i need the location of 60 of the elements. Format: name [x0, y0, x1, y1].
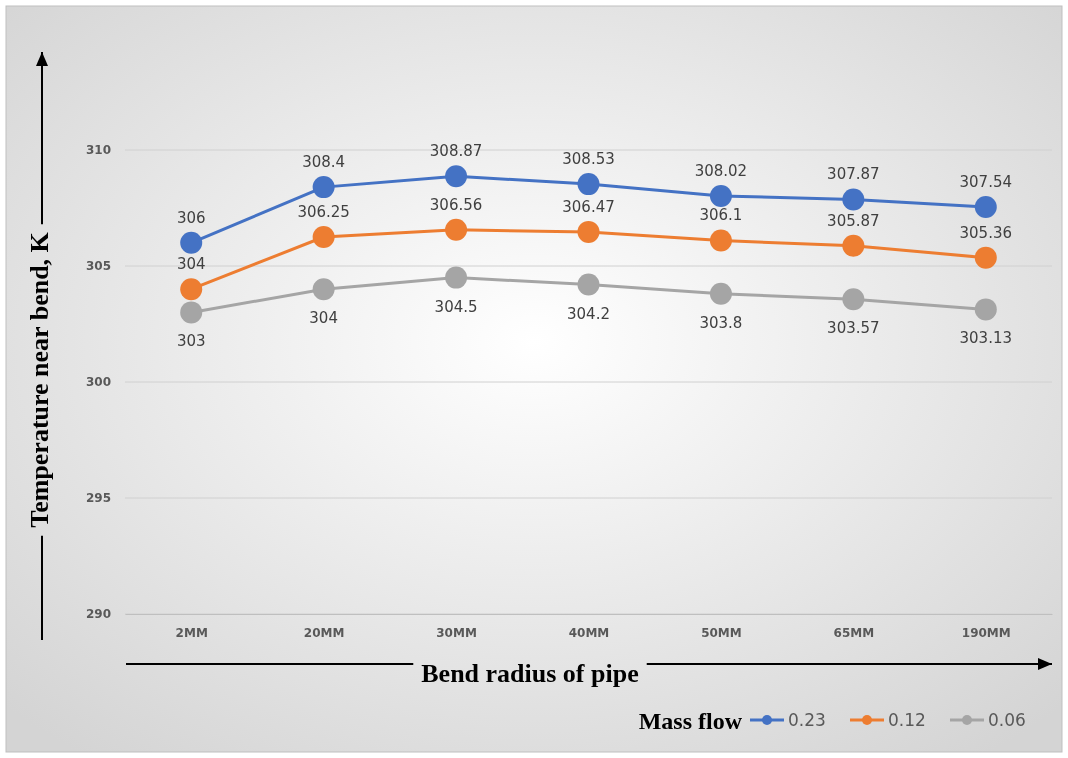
point	[312, 226, 335, 248]
x-tick-label: 65MM	[833, 625, 875, 640]
data-label: 305.36	[959, 223, 1013, 242]
y-axis-title: Temperature near bend, K	[25, 231, 54, 528]
data-label: 304.2	[567, 304, 610, 323]
y-tick-label: 295	[85, 491, 111, 506]
point	[445, 165, 468, 188]
data-label: 306	[176, 208, 206, 227]
y-tick-label: 300	[85, 375, 111, 390]
data-label: 303	[176, 332, 206, 351]
legend-title: Mass flow	[638, 708, 743, 734]
data-label: 307.54	[959, 173, 1013, 192]
y-tick-label: 305	[85, 259, 111, 274]
point	[709, 229, 732, 252]
legend-label: 0.06	[988, 710, 1026, 730]
data-label: 306.56	[429, 195, 483, 214]
x-tick-label: 2MM	[175, 625, 208, 640]
data-label: 304	[309, 309, 338, 328]
data-label: 307.87	[827, 165, 880, 184]
data-label: 303.57	[827, 319, 880, 338]
point	[445, 218, 468, 241]
data-label: 304	[176, 255, 206, 274]
data-label: 308.53	[562, 150, 615, 169]
point	[312, 278, 335, 301]
x-tick-label: 40MM	[568, 625, 610, 640]
legend-label: 0.23	[788, 710, 826, 730]
point	[709, 184, 732, 207]
y-tick-label: 310	[85, 143, 111, 158]
point	[577, 273, 600, 296]
data-label: 306.25	[297, 203, 350, 221]
y-tick-label: 290	[85, 607, 111, 622]
x-tick-label: 50MM	[701, 625, 742, 640]
data-label: 308.02	[694, 161, 748, 180]
data-label: 305.87	[827, 211, 880, 230]
x-tick-label: 190MM	[961, 625, 1011, 640]
data-label: 304.5	[434, 297, 478, 316]
data-label: 306.1	[699, 206, 743, 225]
point	[842, 188, 865, 211]
point	[180, 231, 203, 254]
point	[577, 173, 600, 196]
point	[180, 278, 203, 301]
point	[974, 196, 997, 219]
point	[312, 176, 335, 199]
x-tick-label: 20MM	[303, 625, 345, 640]
data-label: 303.13	[959, 329, 1013, 348]
data-label: 308.87	[429, 142, 483, 161]
data-label: 303.8	[699, 313, 743, 332]
point	[974, 246, 997, 269]
legend-label: 0.12	[888, 710, 926, 730]
x-axis-title: Bend radius of pipe	[421, 659, 639, 688]
point	[709, 282, 732, 305]
point	[180, 301, 203, 324]
data-label: 306.47	[562, 197, 615, 216]
data-label: 308.4	[302, 153, 346, 172]
point	[842, 288, 865, 311]
x-tick-label: 30MM	[436, 625, 477, 640]
point	[974, 298, 997, 321]
point	[445, 266, 468, 289]
point	[577, 220, 600, 243]
point	[842, 234, 865, 257]
